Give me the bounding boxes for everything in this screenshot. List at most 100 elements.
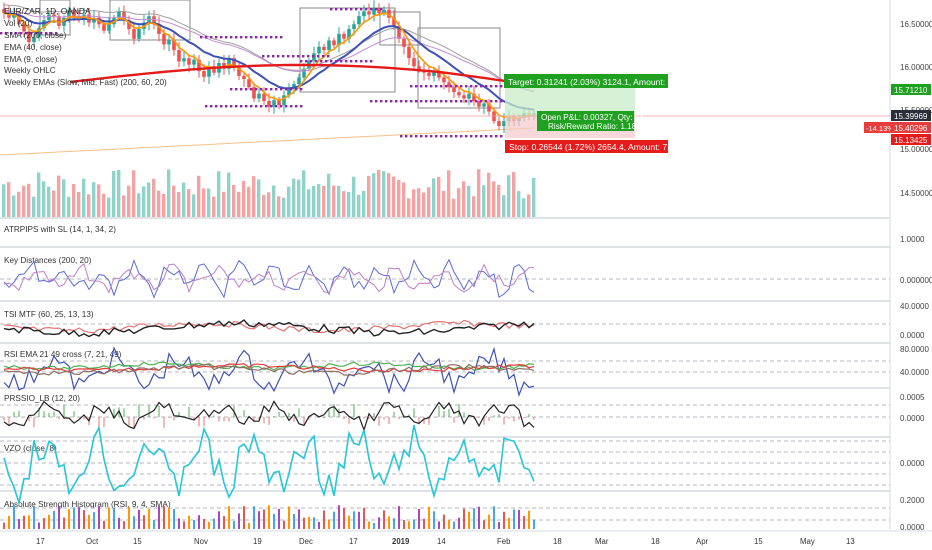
signal-dot [475, 100, 478, 103]
candle-body [137, 29, 141, 39]
stop-badge-text: 15.13425 [894, 136, 928, 145]
pane-label[interactable]: Key Distances (200, 20) [4, 256, 92, 265]
signal-dot [267, 55, 270, 58]
stop-badge [891, 134, 931, 145]
volume-bar [112, 170, 116, 217]
pane-label[interactable]: Absolute Strength Histogram (RSI, 9, 4, … [4, 500, 171, 509]
position-tool[interactable]: Target: 0.31241 (2.03%) 3124.1, Amount: … [0, 74, 890, 153]
price-tick: 16.00000 [900, 63, 932, 72]
candle-body [277, 100, 281, 105]
open-pnl-label: Open P&L: 0.00327, Qty: 54 [541, 113, 644, 122]
pane-label[interactable]: ATRPIPS with SL (14, 1, 34, 2) [4, 225, 116, 234]
volume-bar [97, 184, 101, 217]
candle-body [372, 8, 376, 15]
candle-body [347, 29, 351, 39]
pane-label[interactable]: PRSSIO_LB (12, 20) [4, 394, 80, 403]
signal-dot [350, 60, 353, 63]
indicator-label[interactable]: EMA (9, close) [4, 55, 58, 64]
signal-dot [445, 100, 448, 103]
signal-dot [265, 36, 268, 39]
stop-label-box [505, 140, 668, 153]
candle-body [292, 84, 296, 89]
volume-bar [152, 178, 156, 217]
time-tick: 13 [846, 537, 855, 546]
pane-label[interactable]: TSI MTF (60, 25, 13, 13) [4, 310, 94, 319]
volume-bar [92, 182, 96, 217]
signal-dot [380, 8, 383, 11]
volume-bar [117, 169, 121, 217]
signal-dot [282, 55, 285, 58]
volume-bar [287, 186, 291, 217]
signal-dot [272, 55, 275, 58]
symbol-title[interactable]: EUR/ZAR, 1D, OANDA [4, 6, 91, 16]
pane-label[interactable]: VZO (close, 8) [4, 444, 57, 453]
candle-body [2, 8, 6, 13]
volume-bar [457, 188, 461, 217]
indicator-label[interactable]: SMA (200, close) [4, 31, 67, 40]
volume-bar [532, 177, 536, 217]
signal-dot [205, 36, 208, 39]
candle-body [127, 20, 131, 30]
signal-dot [235, 36, 238, 39]
volume-bar [377, 169, 381, 217]
signal-dot [355, 60, 358, 63]
pane-label[interactable]: RSI EMA 21 49 cross (7, 21, 49) [4, 350, 122, 359]
volume-bar [307, 189, 311, 217]
indicator-label[interactable]: Weekly EMAs (Slow, Mid, Fast) (200, 60, … [4, 78, 167, 87]
signal-dot [405, 135, 408, 138]
candle-body [72, 9, 76, 17]
volume-bar [452, 198, 456, 217]
volume-bar [267, 192, 271, 217]
candle-body [417, 66, 421, 70]
volume-bar [412, 189, 416, 217]
signal-dot [287, 55, 290, 58]
candle-body [327, 40, 331, 51]
indicator-label[interactable]: Weekly OHLC [4, 66, 56, 75]
signal-dot [235, 105, 238, 108]
candle-body [167, 40, 171, 45]
time-tick: 2019 [392, 537, 410, 546]
candle-body [232, 58, 236, 68]
candle-body [317, 46, 321, 54]
signal-dot [235, 88, 238, 91]
signal-dot [10, 32, 13, 35]
pane-tick: 0.0005 [900, 393, 925, 402]
volume-bar [167, 169, 171, 217]
signal-dot [465, 135, 468, 138]
signal-dot [317, 55, 320, 58]
indicator-label[interactable]: EMA (40, close) [4, 43, 62, 52]
indicator-label[interactable]: Vol (20) [4, 19, 32, 28]
volume-bar [82, 178, 86, 217]
candle-body [187, 58, 191, 65]
signal-dot [277, 55, 280, 58]
volume-bar [222, 191, 226, 217]
candle-body [447, 82, 451, 88]
signal-dot [445, 135, 448, 138]
volume-bar [47, 186, 51, 217]
signal-dot [240, 105, 243, 108]
volume-bar [42, 181, 46, 217]
volume-bar [437, 176, 441, 217]
signal-dot [425, 135, 428, 138]
candle-body [297, 77, 301, 84]
candle-body [247, 79, 251, 88]
time-axis: 17 Oct 15 Nov 19 Dec 17 2019 14 Feb 18 M… [36, 537, 855, 546]
signal-dot [485, 135, 488, 138]
candle-body [342, 33, 346, 39]
volume-bars [2, 169, 536, 217]
indicator-panes: ATRPIPS with SL (14, 1, 34, 2) 1.0000 Ke… [0, 225, 932, 532]
candle-body [457, 92, 461, 96]
time-tick: May [800, 537, 815, 546]
signal-dot [330, 60, 333, 63]
time-tick: 15 [754, 537, 763, 546]
weekly-ohlc-boxes [39, 0, 501, 109]
pane-tick: 0.0000 [900, 523, 925, 532]
candle-body [67, 9, 71, 18]
volume-bar [392, 176, 396, 217]
signal-dot [450, 135, 453, 138]
sma200-line [69, 63, 533, 87]
candle-body [22, 24, 26, 32]
volume-bar [302, 170, 306, 217]
candle-body [177, 50, 181, 62]
